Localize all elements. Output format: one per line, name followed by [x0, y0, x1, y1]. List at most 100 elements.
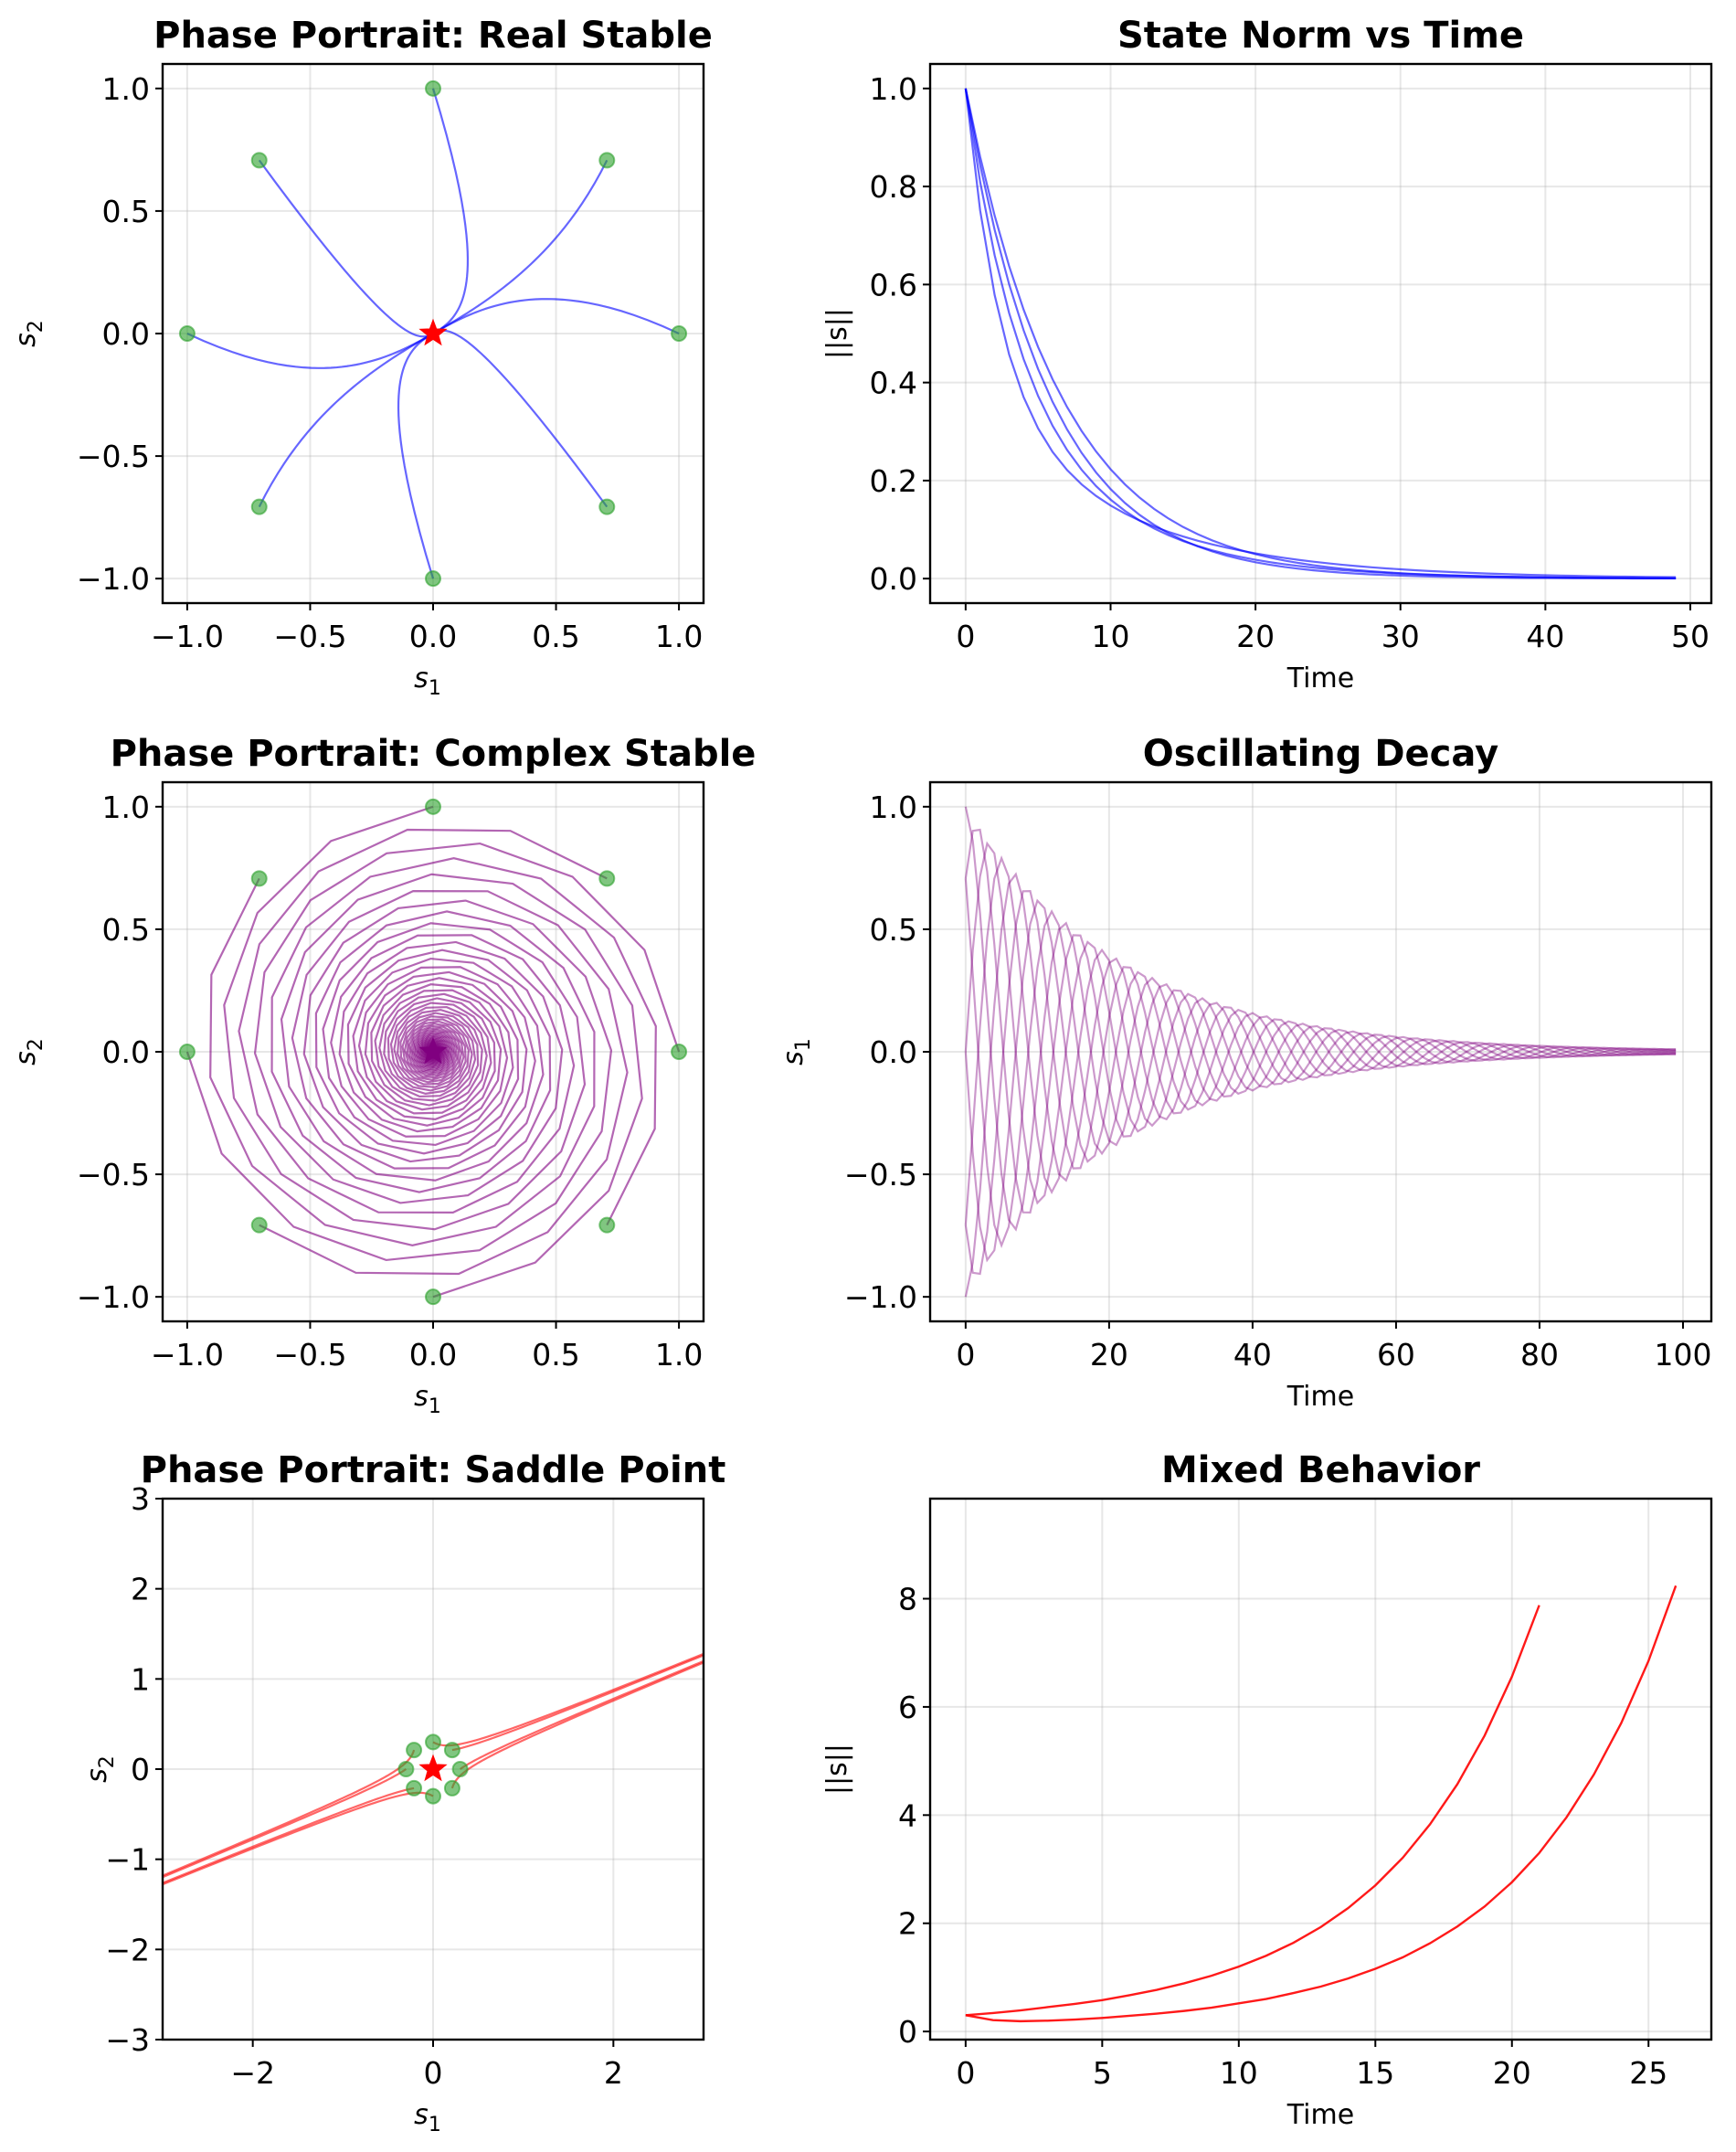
- trajectory-line: [163, 1768, 408, 1879]
- x-tick-label: 5: [1093, 2055, 1112, 2091]
- s1-series-line: [964, 854, 1677, 1225]
- initial-state-marker: [425, 1733, 441, 1751]
- y-tick-label: −0.5: [77, 439, 150, 474]
- x-axis-label: Time: [1286, 2099, 1354, 2131]
- x-tick-label: 50: [1671, 619, 1710, 654]
- plot-area: [178, 798, 688, 1306]
- y-tick-label: 3: [131, 1481, 150, 1517]
- y-tick-label: −0.5: [844, 1157, 917, 1193]
- chart-title: Phase Portrait: Saddle Point: [141, 1449, 726, 1491]
- s1-series-line: [964, 806, 1677, 1232]
- y-axis-label-subscript: 1: [792, 1038, 815, 1051]
- x-tick-label: 0: [956, 2055, 975, 2091]
- initial-state-marker: [425, 80, 441, 97]
- y-tick-label: −3: [105, 2022, 150, 2058]
- chart-panel-p2: 0 10 20 30 40 50 0.0 0.2 0.4 0.6 0.8 1.0 State Norm …: [821, 15, 1713, 694]
- trajectory-line: [432, 329, 609, 508]
- x-tick-label: 10: [1091, 619, 1129, 654]
- y-tick-label: −1.0: [844, 1279, 917, 1315]
- x-tick-label: 40: [1233, 1337, 1272, 1373]
- y-tick-label: 1.0: [870, 71, 917, 107]
- x-tick-label: 30: [1381, 619, 1420, 654]
- s1-series-line: [964, 878, 1677, 1249]
- initial-state-marker: [671, 1044, 688, 1060]
- x-tick-label: 20: [1493, 2055, 1531, 2091]
- x-tick-label: 0.5: [532, 1337, 579, 1373]
- x-tick-label: 25: [1629, 2055, 1667, 2091]
- x-tick-label: 0: [956, 1337, 975, 1373]
- y-axis-label: s2: [81, 1755, 119, 1783]
- norm-series-line-lower: [965, 1585, 1678, 2023]
- x-tick-label: 1.0: [655, 1337, 703, 1373]
- y-tick-label: 1.0: [102, 71, 150, 107]
- axes-frame: [161, 62, 705, 605]
- initial-state-marker: [425, 1288, 441, 1306]
- y-axis-label: ||s||: [821, 1744, 853, 1795]
- initial-state-marker: [598, 870, 616, 887]
- norm-series-line: [964, 88, 1677, 579]
- y-axis-label: s2: [10, 1038, 48, 1065]
- x-tick-label: −0.5: [273, 1337, 346, 1373]
- trajectory-line: [459, 1659, 704, 1770]
- y-tick-label: −1: [105, 1842, 150, 1878]
- x-axis-label-main: s: [414, 2099, 429, 2131]
- trajectory-line: [451, 1654, 704, 1752]
- norm-series-line: [964, 88, 1677, 579]
- y-tick-label: 1: [131, 1661, 150, 1697]
- s1-series-line: [964, 872, 1677, 1298]
- y-axis-label-main: s: [81, 1768, 113, 1783]
- initial-state-marker: [671, 325, 688, 342]
- y-tick-label: 0.6: [870, 267, 917, 302]
- norm-series-line-upper: [965, 1605, 1540, 2017]
- x-tick-label: 2: [604, 2055, 623, 2091]
- equilibrium-star-marker: [418, 1754, 448, 1782]
- initial-state-marker: [443, 1742, 460, 1759]
- initial-state-marker: [406, 1779, 423, 1797]
- x-tick-label: 20: [1090, 1337, 1128, 1373]
- initial-state-marker: [598, 1216, 616, 1234]
- y-tick-label: 1.0: [102, 790, 150, 825]
- x-tick-label: 0: [956, 619, 975, 654]
- x-axis-label: Time: [1286, 1381, 1354, 1413]
- y-tick-label: 0: [898, 2014, 917, 2050]
- initial-state-marker: [451, 1761, 469, 1777]
- x-tick-label: −2: [230, 2055, 275, 2091]
- y-tick-label: 2: [898, 1906, 917, 1942]
- y-tick-label: 0.5: [102, 194, 150, 229]
- plot-area: [965, 1585, 1678, 2023]
- x-axis-label: Time: [1286, 663, 1354, 694]
- y-tick-label: −2: [105, 1932, 150, 1967]
- y-tick-label: 0.8: [870, 169, 917, 205]
- norm-series-line: [964, 88, 1677, 580]
- initial-state-marker: [598, 152, 616, 169]
- axes-frame: [928, 1497, 1713, 2041]
- x-tick-label: 20: [1236, 619, 1275, 654]
- y-tick-label: 8: [898, 1582, 917, 1617]
- y-axis-label: ||s||: [821, 308, 853, 359]
- chart-title: Oscillating Decay: [1143, 733, 1498, 775]
- trajectory-line: [163, 1786, 415, 1884]
- y-tick-label: 0.5: [870, 912, 917, 948]
- initial-state-marker: [250, 498, 268, 515]
- x-axis-label: s1: [414, 1381, 441, 1418]
- y-tick-label: −1.0: [77, 561, 150, 597]
- plot-area: [178, 80, 688, 588]
- x-axis-label-subscript: 1: [429, 1395, 441, 1418]
- axes-frame: [161, 780, 705, 1323]
- plot-area: [964, 806, 1677, 1298]
- x-tick-label: 0.0: [409, 1337, 457, 1373]
- initial-state-marker: [443, 1779, 460, 1797]
- y-axis-label-main: s: [778, 1051, 810, 1065]
- trajectory-line: [163, 1749, 416, 1877]
- initial-state-marker: [425, 798, 441, 815]
- chart-title: State Norm vs Time: [1117, 15, 1524, 57]
- x-tick-label: −1.0: [151, 1337, 224, 1373]
- chart-panel-p1: −1.0 −0.5 0.0 0.5 1.0−1.0−0.50.00.51.0Phase …: [10, 15, 713, 700]
- initial-state-marker: [598, 498, 616, 515]
- x-tick-label: 0: [424, 2055, 443, 2091]
- y-tick-label: −1.0: [77, 1279, 150, 1315]
- initial-state-marker: [178, 1044, 196, 1060]
- y-axis-label: s1: [778, 1038, 815, 1065]
